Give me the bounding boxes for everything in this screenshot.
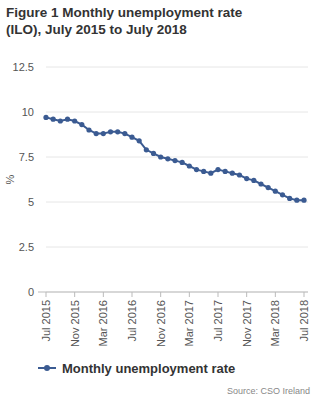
y-tick-label: 10 xyxy=(22,106,34,118)
point xyxy=(266,185,271,190)
point xyxy=(101,131,106,136)
point xyxy=(230,171,235,176)
point xyxy=(79,122,84,127)
point xyxy=(244,176,249,181)
plot-area xyxy=(43,115,306,203)
legend-marker xyxy=(44,365,50,371)
x-tick-label: Mar 2018 xyxy=(269,300,281,346)
y-tick-label: 7.5 xyxy=(19,151,34,163)
point xyxy=(187,163,192,168)
point xyxy=(165,156,170,161)
point xyxy=(258,181,263,186)
point xyxy=(237,172,242,177)
point xyxy=(58,118,63,123)
point xyxy=(251,178,256,183)
point xyxy=(287,196,292,201)
point xyxy=(151,151,156,156)
x-tick-label: Mar 2016 xyxy=(97,300,109,346)
point xyxy=(122,131,127,136)
grid-line xyxy=(46,157,308,158)
point xyxy=(72,118,77,123)
point xyxy=(137,138,142,143)
point xyxy=(43,115,48,120)
series-line xyxy=(46,117,304,200)
legend-label: Monthly unemployment rate xyxy=(62,361,235,376)
chart: 0 2.5 5 7.5 10 12.5% Jul 2015 Nov 2015 Mar 2016 J… xyxy=(0,0,320,400)
grid-line xyxy=(46,67,308,68)
chart-title: Figure 1 Monthly unemployment rate (ILO)… xyxy=(6,4,278,38)
x-tick-label: Jul 2018 xyxy=(298,300,310,342)
y-tick-label: 5 xyxy=(28,196,34,208)
point xyxy=(65,117,70,122)
y-tick-label: 2.5 xyxy=(19,241,34,253)
x-tick-label: Jul 2017 xyxy=(212,300,224,342)
x-tick xyxy=(189,292,190,297)
point xyxy=(94,131,99,136)
point xyxy=(208,171,213,176)
y-axis-label: % xyxy=(4,174,16,184)
point xyxy=(273,189,278,194)
point xyxy=(115,129,120,134)
x-tick xyxy=(74,292,75,297)
point xyxy=(294,198,299,203)
grid-line xyxy=(46,112,308,113)
y-tick-label: 0 xyxy=(28,286,34,298)
x-tick-label: Nov 2017 xyxy=(241,300,253,347)
x-tick-label: Jul 2015 xyxy=(40,300,52,342)
x-tick xyxy=(275,292,276,297)
point xyxy=(280,192,285,197)
point xyxy=(51,117,56,122)
point xyxy=(223,169,228,174)
x-tick xyxy=(246,292,247,297)
point xyxy=(215,167,220,172)
grid-line xyxy=(46,202,308,203)
x-tick-label: Nov 2015 xyxy=(69,300,81,347)
source: Source: CSO Ireland xyxy=(227,386,310,396)
x-tick xyxy=(218,292,219,297)
point xyxy=(194,167,199,172)
point xyxy=(180,160,185,165)
grid-line xyxy=(46,247,308,248)
point xyxy=(301,198,306,203)
x-tick xyxy=(160,292,161,297)
x-tick xyxy=(46,292,47,297)
x-tick-label: Mar 2017 xyxy=(183,300,195,346)
point xyxy=(144,147,149,152)
point xyxy=(158,154,163,159)
point xyxy=(201,169,206,174)
x-tick xyxy=(132,292,133,297)
point xyxy=(172,158,177,163)
point xyxy=(108,129,113,134)
y-tick-label: 12.5 xyxy=(13,61,34,73)
x-tick xyxy=(103,292,104,297)
point xyxy=(86,127,91,132)
point xyxy=(129,135,134,140)
x-tick-label: Nov 2016 xyxy=(155,300,167,347)
x-axis-line xyxy=(38,292,308,293)
x-tick xyxy=(304,292,305,297)
x-tick-label: Jul 2016 xyxy=(126,300,138,342)
